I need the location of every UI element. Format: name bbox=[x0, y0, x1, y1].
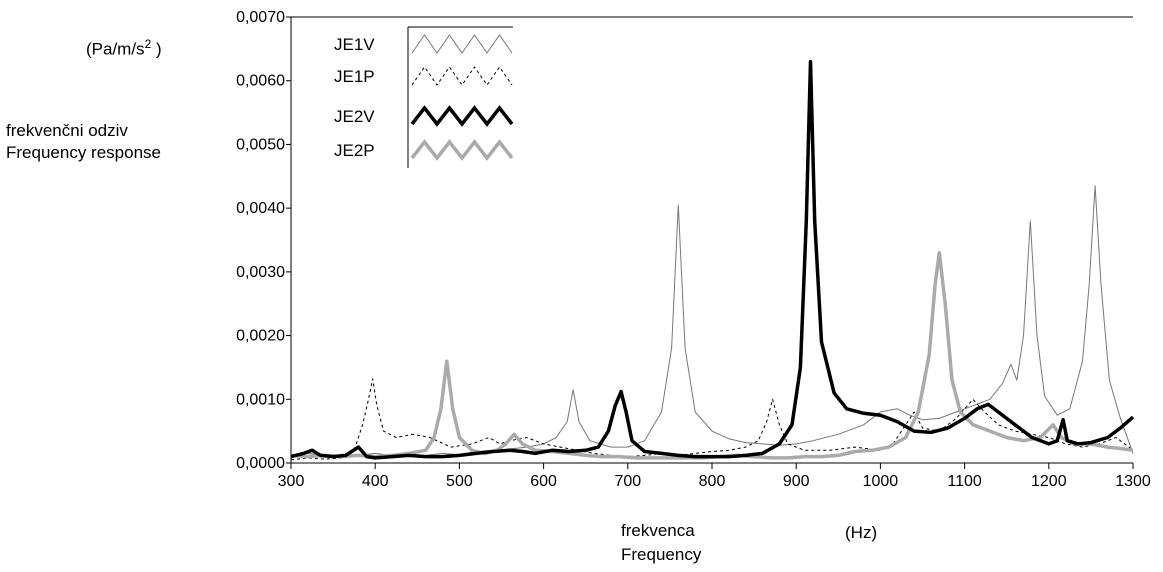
x-tick-label: 900 bbox=[783, 473, 810, 490]
y-unit-close: ) bbox=[151, 39, 162, 59]
legend-label-je1p: JE1P bbox=[334, 67, 375, 86]
y-tick-label: 0,0010 bbox=[236, 391, 285, 408]
y-unit-superscript: 2 bbox=[144, 37, 152, 51]
y-unit-label: (Pa/m/s2 ) bbox=[86, 34, 162, 60]
y-tick-label: 0,0020 bbox=[236, 328, 285, 345]
y-tick-label: 0,0030 bbox=[236, 264, 285, 281]
series-line-je2p bbox=[290, 250, 1134, 460]
x-tick-label: 300 bbox=[278, 473, 305, 490]
x-tick-label: 1100 bbox=[947, 473, 982, 490]
legend-swatch-je2p bbox=[410, 139, 514, 161]
plot-area bbox=[290, 59, 1135, 461]
y-tick-label: 0,0050 bbox=[236, 136, 285, 153]
x-tick-label: 600 bbox=[530, 473, 557, 490]
x-tick-label: 700 bbox=[614, 473, 641, 490]
y-tick-label: 0,0000 bbox=[236, 455, 285, 472]
x-axis-unit: (Hz) bbox=[845, 523, 878, 542]
x-tick-label: 800 bbox=[699, 473, 726, 490]
y-axis-label-english: Frequency response bbox=[6, 143, 161, 162]
y-tick-label: 0,0040 bbox=[236, 200, 285, 217]
x-tick-label: 500 bbox=[446, 473, 473, 490]
series-line-je2v bbox=[290, 59, 1135, 460]
legend-swatch-je1p bbox=[411, 66, 513, 86]
x-axis-label-english: Frequency bbox=[621, 545, 702, 564]
legend-swatch-je2v bbox=[410, 105, 514, 127]
x-tick-label: 1000 bbox=[863, 473, 899, 490]
y-tick-label: 0,0060 bbox=[236, 73, 285, 90]
legend-label-je1v: JE1V bbox=[334, 35, 375, 54]
axes: 0,0000 0,0010 0,0020 0,0030 0,0040 0,0050 0,00… bbox=[236, 9, 1151, 490]
y-tick-label: 0,0070 bbox=[236, 9, 285, 26]
y-axis-label-slovene: frekvenčni odziv bbox=[6, 121, 128, 140]
y-unit-text: (Pa/m/s bbox=[86, 39, 145, 59]
x-tick-label: 400 bbox=[362, 473, 389, 490]
legend-label-je2p: JE2P bbox=[334, 141, 375, 160]
legend: JE1V JE1P JE2V JE2P bbox=[334, 26, 514, 168]
legend-swatch-je1v bbox=[411, 34, 513, 54]
x-tick-label: 1300 bbox=[1115, 473, 1151, 490]
series-line-je1p bbox=[290, 378, 1134, 461]
x-tick-label: 1200 bbox=[1031, 473, 1067, 490]
series-line-je1v bbox=[290, 185, 1134, 458]
x-axis-label-slovene: frekvenca bbox=[621, 521, 695, 540]
legend-label-je2v: JE2V bbox=[334, 107, 375, 126]
